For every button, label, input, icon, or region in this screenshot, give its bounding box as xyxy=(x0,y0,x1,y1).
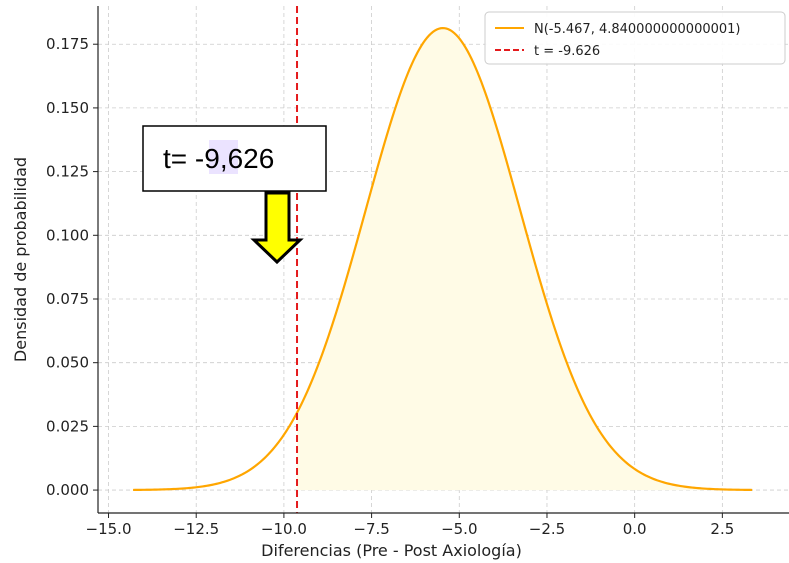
callout-text-prefix: t= xyxy=(163,143,195,174)
callout-text-suffix: 626 xyxy=(228,143,275,174)
x-axis-title: Diferencias (Pre - Post Axiología) xyxy=(261,541,522,560)
legend-box xyxy=(484,11,786,65)
legend-label-normal: N(-5.467, 4.840000000000001) xyxy=(534,22,741,37)
y-tick-label: 0.050 xyxy=(46,354,89,372)
t-value-callout: t= -9,626 xyxy=(142,125,327,265)
legend: N(-5.467, 4.840000000000001) t = -9.626 xyxy=(484,11,786,65)
callout-text-highlight: -9, xyxy=(195,143,228,174)
normal-distribution-curve xyxy=(133,26,753,492)
callout-text: t= -9,626 xyxy=(163,143,274,174)
x-tick-label: −15.0 xyxy=(86,520,132,538)
axis-ticks: −15.0 −12.5 −10.0 −7.5 −5.0 −2.5 0.0 2.5 0.000 0.… xyxy=(46,6,789,538)
callout-highlight xyxy=(209,140,238,174)
y-tick-label: 0.175 xyxy=(46,35,89,53)
x-tick-label: −12.5 xyxy=(173,520,219,538)
y-tick-label: 0.000 xyxy=(46,481,89,499)
y-tick-label: 0.125 xyxy=(46,163,89,181)
x-tick-label: −7.5 xyxy=(353,520,389,538)
distribution-fill-area xyxy=(297,28,753,491)
x-tick-label: −5.0 xyxy=(441,520,477,538)
x-tick-label: 2.5 xyxy=(710,520,734,538)
y-tick-label: 0.150 xyxy=(46,99,89,117)
y-tick-label: 0.075 xyxy=(46,290,89,308)
y-tick-label: 0.025 xyxy=(46,417,89,435)
y-tick-label: 0.100 xyxy=(46,226,89,244)
x-tick-label: −2.5 xyxy=(529,520,565,538)
x-tick-label: −10.0 xyxy=(261,520,307,538)
legend-label-t: t = -9.626 xyxy=(534,44,600,59)
down-arrow-icon xyxy=(250,191,304,265)
x-tick-label: 0.0 xyxy=(623,520,647,538)
y-axis-title: Densidad de probabilidad xyxy=(11,157,30,362)
